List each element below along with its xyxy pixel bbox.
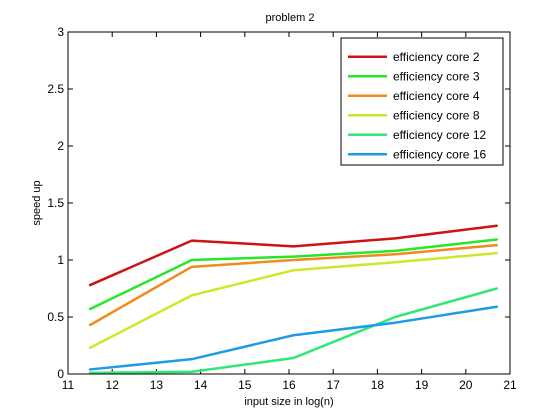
x-tick-label: 19 — [415, 378, 429, 392]
x-tick-label: 13 — [150, 378, 164, 392]
y-tick-label: 3 — [57, 25, 64, 39]
legend-entry-label: efficiency core 12 — [393, 128, 486, 142]
y-tick-label: 2.5 — [47, 82, 64, 96]
x-axis-label: input size in log(n) — [244, 396, 333, 408]
x-tick-label: 14 — [194, 378, 208, 392]
x-tick-label: 20 — [459, 378, 473, 392]
legend: efficiency core 2 efficiency core 3 effici… — [341, 38, 503, 165]
y-tick-label: 2 — [57, 139, 64, 153]
legend-entry-label: efficiency core 8 — [393, 108, 480, 122]
legend-entry-label: efficiency core 2 — [393, 50, 480, 64]
legend-entry-label: efficiency core 4 — [393, 89, 480, 103]
legend-entry-label: efficiency core 16 — [393, 147, 486, 161]
x-tick-label: 18 — [371, 378, 385, 392]
y-tick-label: 1.5 — [47, 196, 64, 210]
x-tick-label: 12 — [106, 378, 120, 392]
legend-entry-label: efficiency core 3 — [393, 69, 480, 83]
x-tick-label: 15 — [238, 378, 252, 392]
y-tick-label: 0.5 — [47, 310, 64, 324]
x-tick-label: 17 — [327, 378, 341, 392]
y-axis-label: speed up — [31, 180, 43, 225]
y-tick-label: 1 — [57, 253, 64, 267]
x-tick-label: 16 — [282, 378, 296, 392]
x-tick-label: 21 — [503, 378, 517, 392]
chart-title: problem 2 — [266, 12, 315, 24]
y-tick-label: 0 — [57, 367, 64, 381]
